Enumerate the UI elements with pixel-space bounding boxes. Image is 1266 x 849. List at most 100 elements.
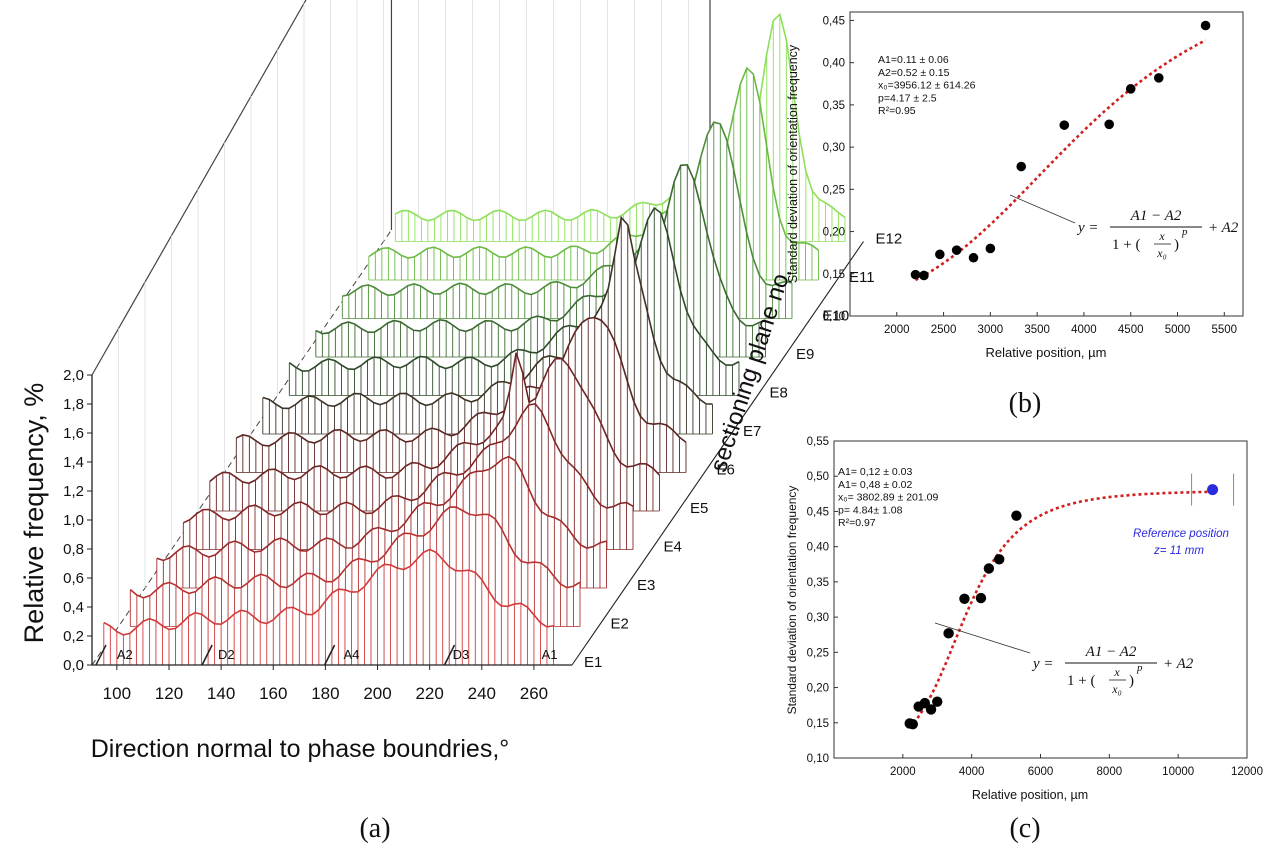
ridge-outline (368, 66, 819, 259)
plane-label-E3: E3 (637, 577, 655, 594)
b-ytick-label: 0,20 (823, 227, 845, 239)
panel-a-ytick-label: 0,6 (63, 570, 84, 587)
panel-b-plot-frame (849, 11, 1244, 317)
region-label-A4: A4 (344, 647, 360, 662)
c-eq-lhs: y = (1031, 656, 1054, 672)
c-data-point (959, 593, 970, 604)
c-xtick-label: 2000 (890, 766, 916, 778)
b-data-point (910, 269, 921, 280)
panel-c-ticks: 2000 4000 6000 8000 10000 12000 0,10 0,15 0,20 0,… (807, 436, 1263, 778)
plane-label-E1: E1 (584, 654, 602, 671)
c-eq-den-frac-den: x₀ (1111, 682, 1122, 696)
c-xtick-label: 10000 (1162, 766, 1194, 778)
b-xtick-label: 4000 (1071, 324, 1097, 336)
b-data-point (919, 270, 929, 281)
region-label-A2: A2 (117, 647, 133, 662)
panel-c-xlabel: Relative position, µm (972, 788, 1088, 802)
c-data-point (943, 628, 954, 639)
b-ytick-label: 0,40 (823, 58, 845, 70)
panel-c-label: (c) (1009, 813, 1040, 844)
c-xtick-label: 8000 (1097, 766, 1123, 778)
panel-a-axes-walls (91, 0, 711, 666)
b-xtick-label: 4500 (1118, 324, 1144, 336)
plane-label-E4: E4 (664, 539, 682, 556)
c-ytick-label: 0,45 (807, 506, 829, 518)
panel-b-equation-leader (1009, 194, 1076, 224)
c-ytick-label: 0,35 (807, 577, 829, 589)
b-eq-den-right: ) (1174, 237, 1179, 253)
panel-b-scatter-chart: 2000 2500 3000 3500 4000 4500 5000 5500 0,10 0,15… (786, 11, 1244, 419)
b-xtick-label: 2000 (884, 324, 910, 336)
c-fit-param: p= 4.84± 1.08 (838, 504, 903, 516)
c-xtick-label: 12000 (1231, 766, 1263, 778)
c-xtick-label: 6000 (1028, 766, 1054, 778)
b-eq-numerator: A1 − A2 (1130, 208, 1182, 224)
panel-a-xlabel: Direction normal to phase boundries,° (91, 735, 510, 763)
b-eq-tail: + A2 (1208, 220, 1239, 236)
panel-a-ytick-label: 2,0 (63, 367, 84, 384)
panel-a-ridges: E12 E11 E10 E9 E8 E7 E6 E5 E4 E3 E2 E1 (103, 12, 902, 671)
panel-a-ytick-label: 0,0 (63, 657, 84, 674)
panel-a-xtick-label: 160 (259, 684, 287, 703)
c-ytick-label: 0,40 (807, 542, 829, 554)
ridge-outline (315, 163, 766, 335)
b-ytick-label: 0,10 (823, 311, 845, 323)
ridge-outline (182, 403, 634, 524)
panel-a-ytick-label: 1,2 (63, 483, 84, 500)
panel-c-scatter-chart: 2000 4000 6000 8000 10000 12000 0,10 0,15 0,20 0,… (785, 436, 1263, 844)
ridge-outline (262, 215, 713, 410)
panel-a-ytick-label: 0,2 (63, 628, 84, 645)
c-fit-line (908, 490, 1211, 729)
b-ytick-label: 0,25 (823, 184, 845, 196)
c-eq-tail: + A2 (1163, 656, 1194, 672)
c-ytick-label: 0,20 (807, 683, 829, 695)
c-eq-numerator: A1 − A2 (1085, 644, 1137, 660)
panel-b-fit-curve (914, 39, 1207, 282)
panel-b-label: (b) (1009, 388, 1042, 419)
b-fit-param: x₀=3956.12 ± 614.26 (878, 80, 976, 92)
region-label-D3: D3 (453, 647, 470, 662)
c-data-point (925, 704, 937, 715)
c-ytick-label: 0,55 (807, 436, 829, 448)
ridge-outline (103, 548, 554, 636)
b-fit-line (914, 39, 1207, 282)
panel-a-ytick-label: 0,8 (63, 541, 84, 558)
ridge-outline (235, 316, 687, 447)
panel-a-z-axis (571, 241, 864, 666)
b-eq-den-left: 1 + ( (1112, 237, 1140, 253)
b-data-point (1016, 161, 1027, 172)
c-ytick-label: 0,30 (807, 612, 829, 624)
b-fit-param: A2=0.52 ± 0.15 (878, 67, 950, 79)
panel-a-ytick-label: 1,4 (63, 454, 84, 471)
plane-label-E5: E5 (690, 500, 708, 517)
panel-c-ylabel: Standard deviation of orientation freque… (785, 486, 799, 715)
c-fit-param: A1= 0,48 ± 0.02 (838, 479, 913, 491)
b-eq-lhs: y = (1076, 220, 1099, 236)
plane-label-E10: E10 (823, 308, 850, 325)
ridge-outline (394, 12, 846, 222)
region-separator (201, 644, 213, 666)
ridge-outline (342, 121, 793, 297)
panel-a-ytick-label: 0,4 (63, 599, 84, 616)
region-separator (95, 644, 107, 666)
panel-a-xtick-label: 120 (155, 684, 183, 703)
panel-c-equation: y = A1 − A2 1 + (x x₀)p + A2 (1031, 644, 1194, 696)
panel-a-ylabel: Relative frequency, % (19, 383, 49, 644)
ridge-outline (209, 352, 661, 485)
b-data-point (1125, 84, 1136, 94)
b-xtick-label: 5500 (1211, 324, 1237, 336)
ridge-E12: E12 (394, 12, 902, 248)
panel-b-equation: y = A1 − A2 1 + (x x₀)p + A2 (1076, 208, 1239, 260)
panel-b-ylabel: Standard deviation of orientation freque… (786, 44, 800, 283)
plane-label-E7: E7 (743, 423, 761, 440)
ridge-fill (103, 549, 554, 665)
b-eq-exponent: p (1181, 226, 1188, 238)
c-data-point (983, 563, 995, 574)
c-eq-den-right: ) (1129, 673, 1134, 689)
c-data-point (975, 592, 987, 604)
panel-c-equation-leader (934, 622, 1031, 654)
b-fit-param: R²=0.95 (878, 105, 916, 117)
b-data-point (1059, 120, 1070, 130)
